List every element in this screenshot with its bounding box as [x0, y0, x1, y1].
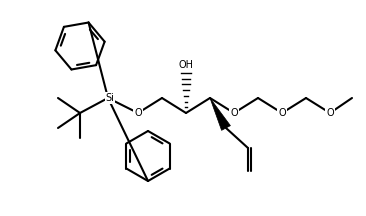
Text: O: O: [134, 108, 142, 118]
Text: O: O: [278, 108, 286, 118]
Text: Si: Si: [105, 93, 115, 103]
Text: OH: OH: [179, 60, 194, 70]
Polygon shape: [210, 98, 231, 130]
Text: O: O: [230, 108, 238, 118]
Text: O: O: [326, 108, 334, 118]
